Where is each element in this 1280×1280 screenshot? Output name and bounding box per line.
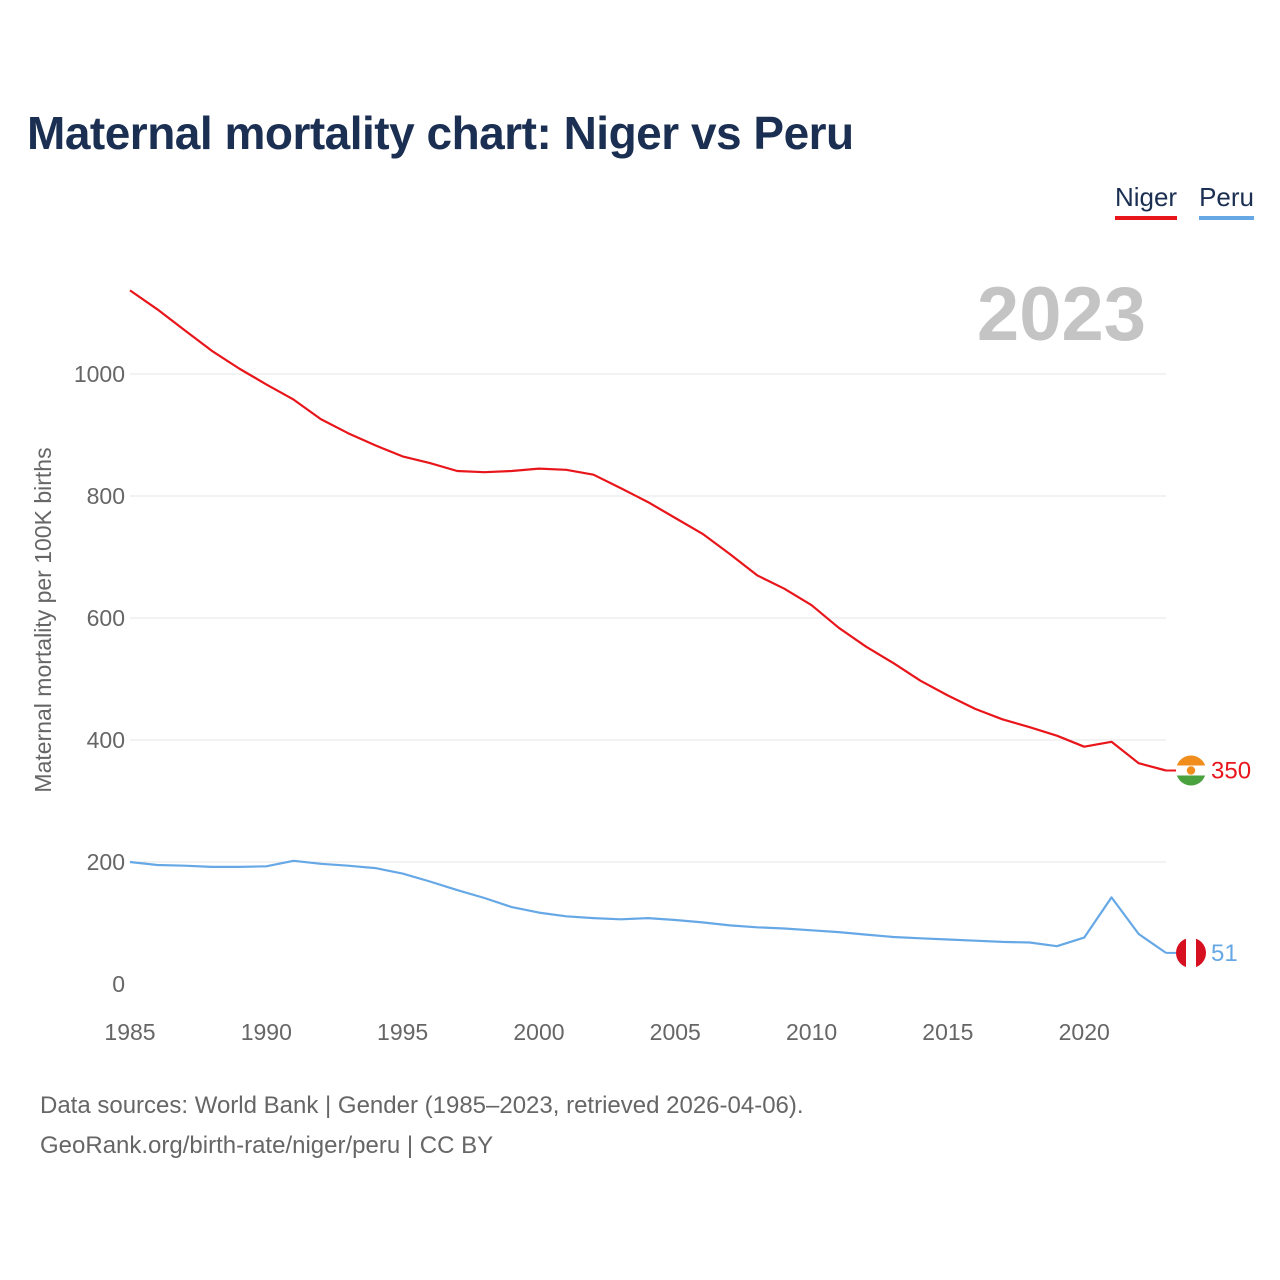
end-value-label-peru: 51 (1211, 940, 1238, 967)
x-tick-label-2000: 2000 (513, 1019, 564, 1045)
x-tick-label-1985: 1985 (104, 1019, 155, 1045)
legend-item-peru[interactable]: Peru (1199, 183, 1254, 220)
legend-item-niger[interactable]: Niger (1114, 183, 1178, 220)
chart-title: Maternal mortality chart: Niger vs Peru (27, 107, 854, 159)
footer: Data sources: World Bank | Gender (1985–… (40, 1086, 804, 1166)
attribution-link[interactable]: GeoRank.org/birth-rate/niger/peru | CC B… (40, 1132, 494, 1159)
year-label: 2023 (977, 272, 1146, 357)
y-tick-label-800: 800 (87, 483, 125, 509)
x-tick-label-1995: 1995 (377, 1019, 428, 1045)
y-tick-label-600: 600 (87, 605, 125, 631)
y-tick-label-400: 400 (87, 727, 125, 753)
x-tick-label-1990: 1990 (241, 1019, 292, 1045)
y-axis-label: Maternal mortality per 100K births (30, 447, 56, 792)
x-tick-label-2005: 2005 (650, 1019, 701, 1045)
y-tick-label-200: 200 (87, 849, 125, 875)
end-value-label-niger: 350 (1211, 758, 1251, 785)
y-tick-label-1000: 1000 (74, 361, 125, 387)
x-tick-label-2015: 2015 (922, 1019, 973, 1045)
x-tick-label-2020: 2020 (1059, 1019, 1110, 1045)
niger-flag-icon (1176, 755, 1206, 786)
series-line-peru (129, 859, 1167, 954)
y-tick-label-0: 0 (112, 971, 125, 997)
legend: Niger Peru (1114, 183, 1254, 220)
peru-flag-icon (1176, 937, 1206, 968)
data-source-note: Data sources: World Bank | Gender (1985–… (40, 1092, 804, 1119)
series-line-niger (129, 289, 1167, 772)
x-tick-label-2010: 2010 (786, 1019, 837, 1045)
